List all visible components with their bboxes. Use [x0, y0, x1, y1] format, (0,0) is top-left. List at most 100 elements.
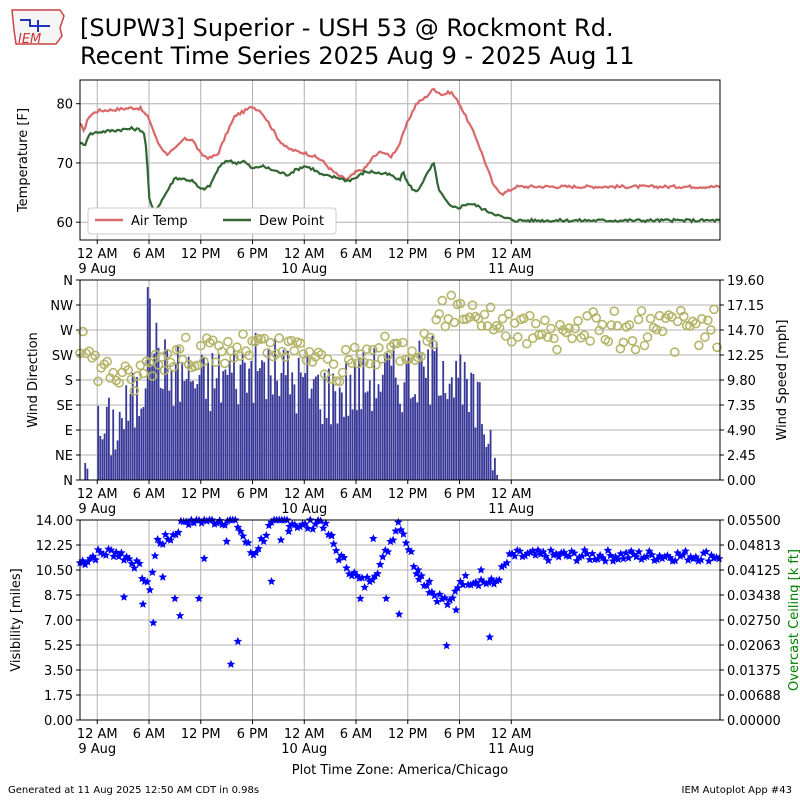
wind-speed-bar	[297, 357, 300, 480]
visibility-point	[451, 605, 461, 614]
wind-direction-point	[633, 314, 644, 325]
wind-xtick-date: 9 Aug	[78, 502, 116, 517]
wind-direction-point	[238, 329, 248, 339]
visibility-point	[223, 516, 232, 525]
visibility-point	[443, 600, 452, 609]
visibility-point	[580, 545, 589, 554]
visibility-point	[145, 585, 155, 594]
wind-speed-bar	[418, 340, 421, 480]
visibility-point	[331, 546, 341, 555]
visibility-point	[701, 547, 711, 556]
wind-direction-point	[199, 356, 209, 367]
wind-speed-bar	[338, 387, 341, 480]
wind-direction-point	[690, 318, 701, 329]
wind-direction-point	[603, 336, 614, 347]
wind-direction-point	[102, 356, 112, 367]
wind-speed-bar	[438, 395, 440, 480]
wind-direction-point	[355, 349, 366, 360]
wind-ytick-right-label: 9.80	[727, 374, 756, 389]
wind-xtick-label: 6 AM	[340, 487, 373, 502]
dew-point-line	[79, 125, 721, 224]
wind-direction-point	[286, 335, 297, 346]
visibility-point	[370, 571, 380, 580]
wind-speed-bar	[394, 377, 397, 480]
visibility-point	[476, 575, 486, 584]
wind-direction-point	[697, 313, 707, 324]
visibility-point	[652, 555, 662, 564]
wind-speed-bar	[407, 357, 410, 480]
wind-direction-point	[494, 323, 505, 333]
visibility-point	[676, 551, 685, 560]
wind-speed-bar	[110, 455, 112, 480]
wind-speed-bar	[99, 435, 102, 480]
generated-timestamp: Generated at 11 Aug 2025 12:50 AM CDT in…	[8, 785, 260, 796]
visibility-point	[660, 552, 670, 561]
wind-direction-point	[159, 365, 170, 376]
wind-direction-point	[416, 351, 426, 362]
wind-speed-bar	[161, 388, 164, 480]
visibility-point	[170, 594, 180, 603]
wind-speed-bar	[172, 406, 175, 480]
wind-direction-point	[349, 342, 360, 353]
wind-speed-bar	[287, 350, 289, 480]
wind-direction-point	[449, 317, 460, 328]
temp-xtick-label: 6 PM	[237, 247, 268, 262]
visibility-point	[290, 520, 300, 529]
wind-direction-point	[666, 311, 677, 322]
visibility-point	[613, 554, 623, 563]
visibility-point	[670, 556, 680, 565]
visibility-point	[166, 535, 175, 544]
wind-direction-point	[93, 376, 103, 387]
wind-direction-point	[280, 352, 291, 362]
visibility-point	[645, 546, 654, 555]
wind-speed-bar	[276, 380, 278, 480]
visibility-point	[295, 522, 305, 531]
wind-ytick-label: NE	[55, 449, 73, 464]
visibility-point	[634, 547, 644, 556]
visibility-point	[502, 558, 512, 567]
wind-direction-point	[570, 323, 580, 334]
visibility-point	[101, 550, 111, 559]
wind-direction-point	[591, 312, 602, 323]
temp-xtick-label: 12 AM	[284, 247, 325, 262]
wind-direction-point	[684, 321, 695, 331]
wind-speed-bar	[183, 381, 186, 480]
wind-speed-bar	[179, 401, 181, 480]
visibility-point	[696, 555, 706, 564]
visibility-point	[570, 548, 579, 557]
visibility-point	[391, 526, 400, 535]
wind-speed-bar	[397, 384, 399, 480]
visibility-point	[284, 526, 293, 536]
wind-speed-bar	[131, 372, 134, 480]
wind-xtick-date: 11 Aug	[488, 502, 534, 517]
wind-speed-bar	[250, 360, 253, 480]
wind-speed-bar	[200, 354, 203, 480]
visibility-point	[471, 577, 481, 586]
wind-direction-point	[244, 350, 254, 361]
wind-direction-point	[374, 342, 384, 353]
wind-speed-bar	[241, 353, 244, 480]
wind-direction-point	[669, 347, 680, 357]
wind-speed-bar	[457, 377, 460, 480]
vis-ytick-right-label: 0.02063	[727, 639, 781, 654]
wind-speed-bar	[478, 382, 481, 480]
wind-direction-point	[467, 300, 478, 311]
visibility-point	[394, 517, 403, 526]
wind-direction-point	[458, 314, 469, 325]
visibility-point	[413, 565, 423, 574]
visibility-point	[686, 552, 695, 561]
wind-speed-bar	[496, 474, 498, 480]
visibility-point	[375, 560, 385, 569]
wind-direction-point	[567, 333, 577, 344]
visibility-point	[175, 611, 185, 620]
visibility-point	[412, 569, 421, 578]
wind-speed-bar	[226, 374, 229, 480]
wind-speed-bar	[237, 404, 240, 480]
visibility-point	[601, 556, 610, 565]
wind-speed-bar	[112, 409, 115, 480]
wind-direction-point	[709, 304, 719, 315]
wind-direction-point	[437, 295, 448, 306]
wind-ytick-label: N	[63, 274, 73, 289]
wind-direction-point	[476, 320, 487, 331]
wind-direction-point	[624, 320, 635, 330]
